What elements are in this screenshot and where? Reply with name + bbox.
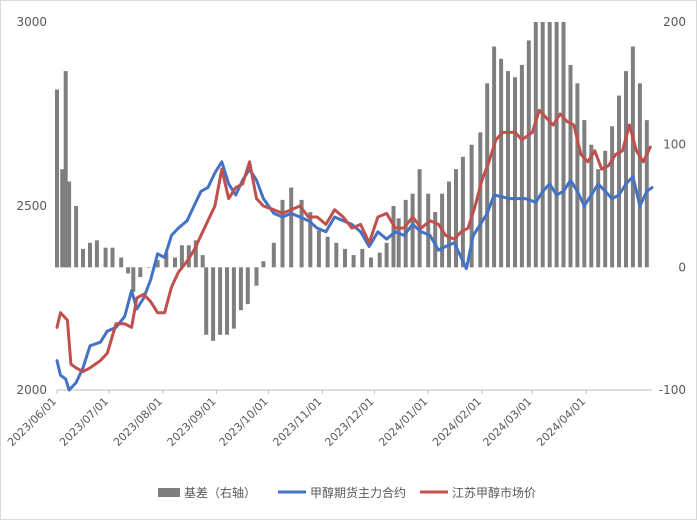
basis-bar <box>271 242 276 268</box>
basis-bar <box>447 181 451 268</box>
legend-label-basis: 基差（右轴） <box>184 485 256 500</box>
basis-bar <box>603 150 608 268</box>
basis-bar <box>238 267 243 311</box>
basis-bar <box>218 267 223 335</box>
basis-bar <box>146 267 151 268</box>
basis-bar <box>63 71 68 268</box>
basis-bar <box>396 218 401 268</box>
basis-bar <box>617 95 621 268</box>
basis-bar <box>360 248 365 268</box>
basis-bar <box>245 267 250 305</box>
basis-bar <box>637 83 642 268</box>
basis-bar <box>596 169 601 268</box>
basis-bar <box>492 46 497 268</box>
basis-bar <box>630 46 635 268</box>
basis-bar <box>94 240 99 268</box>
legend-swatch-basis <box>158 488 180 497</box>
basis-bar <box>316 230 321 268</box>
basis-bar <box>575 83 580 268</box>
basis-bar <box>506 71 510 268</box>
basis-bar <box>261 261 266 268</box>
basis-bar <box>211 267 216 341</box>
basis-bar <box>554 22 559 268</box>
basis-bar <box>81 248 85 268</box>
right-y-tick-label: 200 <box>663 15 686 29</box>
legend-label-jiangsu: 江苏甲醇市场价 <box>452 485 536 500</box>
basis-bar <box>469 144 474 268</box>
basis-bar <box>308 212 313 268</box>
basis-bar <box>454 169 458 268</box>
left-y-axis-labels: 2000 2500 3000 <box>16 15 47 397</box>
basis-bar <box>179 245 184 268</box>
basis-bar <box>540 22 545 268</box>
right-y-axis-labels: -100 0 100 200 <box>659 15 686 397</box>
basis-bar <box>131 267 136 292</box>
basis-bar <box>334 242 339 268</box>
basis-bar <box>103 247 108 268</box>
basis-bar <box>193 240 198 268</box>
legend-label-futures: 甲醇期货主力合约 <box>310 485 406 500</box>
basis-bar <box>426 193 431 268</box>
basis-bar <box>119 257 124 268</box>
basis-bar <box>254 267 259 286</box>
basis-bar <box>433 212 438 268</box>
jiangsu-price-line <box>55 108 652 374</box>
left-y-tick-label: 2500 <box>16 199 47 213</box>
basis-bar <box>343 248 347 268</box>
right-y-tick-label: 100 <box>663 138 686 152</box>
basis-bar <box>417 169 422 268</box>
basis-bar <box>55 89 59 268</box>
basis-bar <box>280 199 285 268</box>
basis-bar <box>624 71 628 268</box>
basis-bar <box>173 257 177 268</box>
basis-bar <box>410 193 415 268</box>
basis-bar <box>351 255 356 268</box>
basis-bar <box>478 132 483 268</box>
basis-bar <box>299 199 304 268</box>
basis-bar <box>67 181 72 268</box>
basis-bar <box>60 169 65 268</box>
basis-bar <box>155 260 160 268</box>
futures-line <box>55 160 654 392</box>
basis-bar <box>74 206 79 268</box>
basis-bar <box>547 22 552 268</box>
basis-bar <box>533 22 538 268</box>
basis-bar <box>88 242 92 268</box>
basis-bar <box>369 257 373 268</box>
basis-bar <box>384 242 389 268</box>
right-y-tick-label: -100 <box>659 383 686 397</box>
basis-bar <box>582 120 587 268</box>
basis-bar <box>164 252 169 268</box>
basis-bar <box>499 58 504 268</box>
left-y-tick-label: 3000 <box>16 15 47 29</box>
basis-bar <box>110 247 115 268</box>
basis-bar <box>377 252 382 268</box>
basis-bar <box>526 40 531 268</box>
basis-bar <box>126 267 131 274</box>
basis-bar <box>460 156 465 268</box>
basis-bar <box>519 64 524 268</box>
right-y-tick-label: 0 <box>678 260 686 274</box>
left-y-tick-label: 2000 <box>16 383 47 397</box>
basis-bar <box>513 77 517 268</box>
basis-bar <box>204 267 209 335</box>
line-series-group <box>55 108 654 392</box>
basis-bar <box>225 267 229 335</box>
basis-bar <box>568 64 573 268</box>
basis-bar <box>391 206 396 268</box>
basis-bar <box>200 255 205 268</box>
basis-bar <box>138 267 143 278</box>
basis-bar <box>289 187 294 268</box>
basis-bar <box>325 236 330 268</box>
legend: 基差（右轴） 甲醇期货主力合约 江苏甲醇市场价 <box>158 485 536 500</box>
basis-bar <box>485 83 490 268</box>
basis-bar <box>589 144 594 268</box>
basis-bar <box>231 267 236 329</box>
basis-bar <box>561 22 566 268</box>
